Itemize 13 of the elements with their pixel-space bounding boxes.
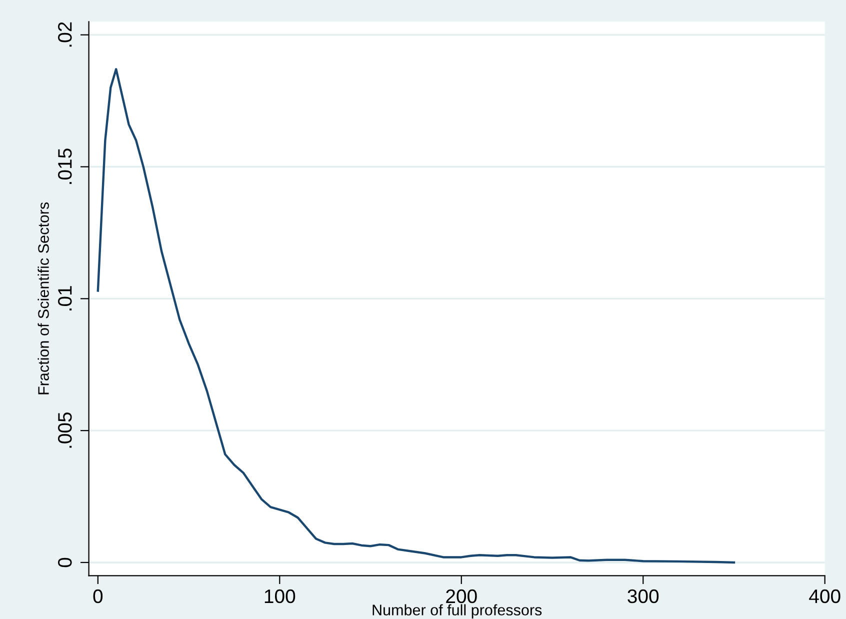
x-tick-label: 0	[93, 589, 103, 604]
x-tick-label: 400	[809, 589, 840, 604]
y-tick-label: 0	[58, 558, 72, 568]
y-tick-label: .005	[58, 412, 72, 448]
x-axis-title: Number of full professors	[372, 604, 542, 618]
y-tick-label: .01	[58, 286, 72, 310]
x-tick-label: 200	[446, 589, 477, 604]
line-series	[96, 68, 736, 564]
y-tick-label: .02	[58, 22, 72, 47]
y-tick-label: .015	[58, 148, 72, 184]
y-axis-title: Fraction of Scientific Sectors	[38, 202, 49, 394]
x-tick-label: 100	[264, 589, 296, 604]
x-tick-label: 300	[628, 589, 659, 604]
